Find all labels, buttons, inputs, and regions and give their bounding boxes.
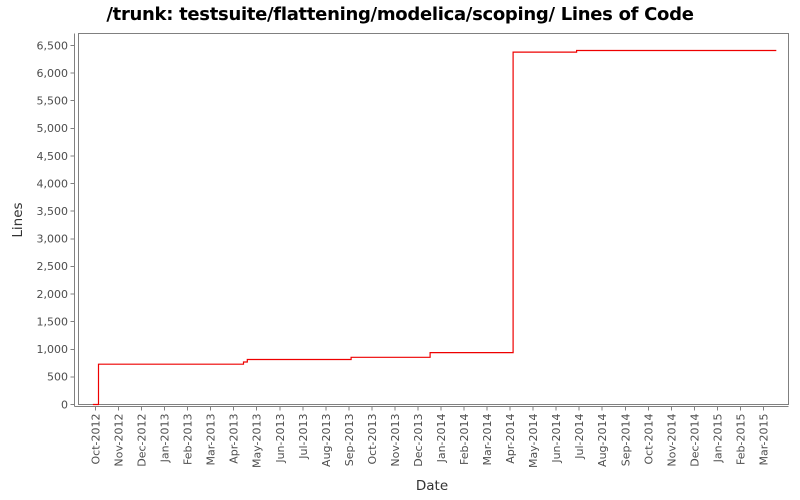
x-tick-label: Jun-2014 [550,414,563,464]
x-tick-label: Feb-2015 [734,414,747,465]
x-tick-label: Mar-2014 [481,414,494,466]
x-tick-label: Nov-2014 [665,414,678,467]
x-tick-label: Mar-2013 [205,414,218,466]
y-tick-label: 500 [47,371,68,384]
x-tick-label: Apr-2013 [228,414,241,464]
x-tick-label: Apr-2014 [504,414,517,464]
y-tick-label: 1,000 [37,343,69,356]
x-tick-label: Feb-2013 [182,414,195,465]
x-tick-label: Aug-2014 [596,414,609,467]
x-tick-label: Jan-2015 [711,414,724,464]
chart-title: /trunk: testsuite/flattening/modelica/sc… [106,4,694,25]
y-tick-label: 2,500 [37,260,69,273]
x-tick-label: Oct-2012 [90,414,103,465]
y-tick-label: 5,500 [37,95,69,108]
x-tick-label: May-2014 [527,414,540,469]
x-tick-label: Sep-2013 [343,414,356,467]
x-tick-label: Jul-2013 [297,414,310,460]
x-tick-label: Oct-2014 [642,414,655,465]
y-axis-title: Lines [10,202,26,238]
y-tick-label: 2,000 [37,288,69,301]
x-tick-label: Dec-2014 [688,413,701,466]
x-tick-label: Dec-2013 [412,413,425,466]
y-tick-label: 3,000 [37,233,69,246]
x-tick-label: Feb-2014 [458,414,471,465]
plot-frame [78,33,789,405]
y-tick-label: 5,000 [37,122,69,135]
y-tick-label: 3,500 [37,205,69,218]
y-tick-label: 6,500 [37,39,69,52]
loc-line [92,49,777,406]
y-tick-label: 4,000 [37,177,69,190]
x-tick-label: Jan-2013 [159,414,172,464]
y-tick-label: 1,500 [37,315,69,328]
x-tick-label: Jul-2014 [573,414,586,460]
x-tick-label: Nov-2013 [389,414,402,467]
x-tick-label: Mar-2015 [757,414,770,466]
x-tick-label: May-2013 [251,414,264,469]
x-tick-label: Jan-2014 [435,414,448,464]
x-tick-label: Sep-2014 [619,414,632,467]
x-tick-label: Jun-2013 [274,414,287,464]
y-tick-label: 6,000 [37,67,69,80]
x-axis-title: Date [415,478,449,494]
x-tick-label: Nov-2012 [113,414,126,467]
x-tick-label: Oct-2013 [366,414,379,465]
x-tick-label: Aug-2013 [320,414,333,467]
x-tick-label: Dec-2012 [136,414,149,467]
y-tick-label: 4,500 [37,150,69,163]
y-tick-label: 0 [61,398,68,411]
